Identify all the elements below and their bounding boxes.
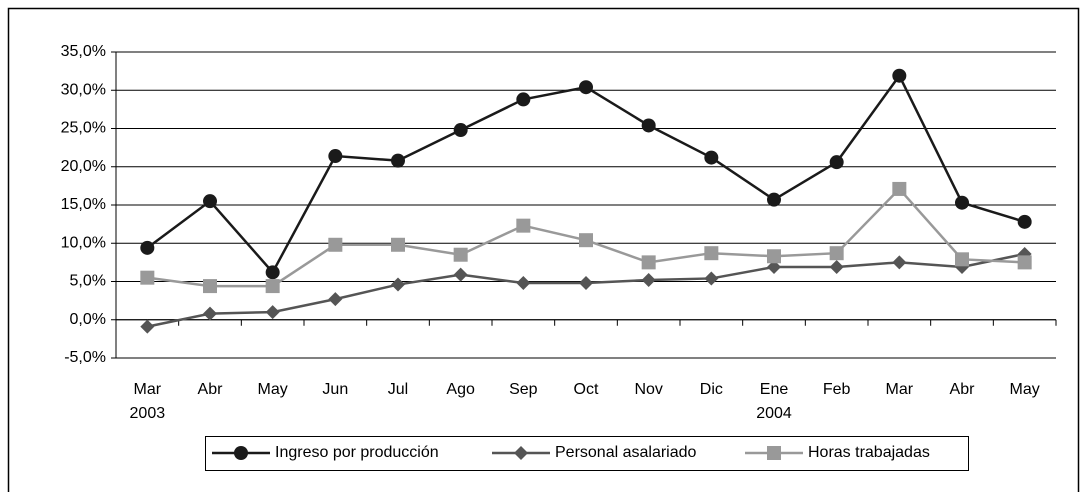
marker bbox=[767, 192, 781, 207]
marker bbox=[516, 92, 531, 107]
marker bbox=[391, 277, 405, 292]
marker bbox=[767, 259, 781, 274]
marker bbox=[140, 270, 155, 285]
marker bbox=[328, 292, 343, 307]
marker bbox=[328, 149, 343, 164]
marker bbox=[704, 150, 719, 165]
marker bbox=[453, 123, 468, 138]
marker bbox=[453, 267, 468, 282]
x-tick-label: Ene bbox=[760, 381, 789, 398]
marker bbox=[453, 247, 468, 262]
legend-label: Horas trabajadas bbox=[808, 444, 930, 461]
legend-label: Ingreso por producción bbox=[275, 444, 439, 461]
x-tick-label: Jul bbox=[388, 381, 408, 398]
x-year-label: 2004 bbox=[756, 405, 792, 422]
marker bbox=[829, 246, 844, 261]
marker bbox=[641, 255, 656, 270]
y-tick-label: 15,0% bbox=[61, 196, 106, 213]
marker bbox=[829, 259, 844, 274]
marker bbox=[704, 246, 719, 261]
legend-box bbox=[205, 436, 969, 471]
marker bbox=[265, 279, 280, 294]
x-tick-label: May bbox=[1010, 381, 1040, 398]
marker bbox=[140, 319, 155, 334]
marker bbox=[579, 233, 593, 248]
marker bbox=[203, 279, 217, 294]
marker bbox=[516, 276, 531, 291]
x-tick-label: Feb bbox=[823, 381, 851, 398]
marker bbox=[234, 446, 248, 460]
marker bbox=[892, 68, 907, 83]
marker bbox=[203, 306, 217, 321]
marker bbox=[1017, 214, 1032, 229]
y-tick-label: 0,0% bbox=[70, 311, 106, 328]
y-tick-label: 5,0% bbox=[70, 273, 106, 290]
x-tick-label: Mar bbox=[886, 381, 914, 398]
marker bbox=[328, 237, 343, 252]
marker bbox=[140, 240, 155, 255]
x-tick-label: May bbox=[258, 381, 288, 398]
marker bbox=[1017, 255, 1032, 270]
marker bbox=[892, 181, 907, 196]
marker bbox=[516, 218, 531, 233]
legend-label: Personal asalariado bbox=[555, 444, 697, 461]
y-tick-label: 30,0% bbox=[61, 81, 106, 98]
x-tick-label: Abr bbox=[198, 381, 224, 398]
x-tick-label: Oct bbox=[574, 381, 599, 398]
marker bbox=[955, 195, 969, 210]
marker bbox=[641, 272, 656, 287]
y-tick-label: -5,0% bbox=[64, 349, 106, 366]
marker bbox=[514, 446, 528, 460]
marker bbox=[579, 80, 593, 95]
marker bbox=[641, 118, 656, 133]
y-tick-label: 10,0% bbox=[61, 234, 106, 251]
marker bbox=[579, 276, 593, 291]
marker bbox=[391, 237, 405, 252]
x-tick-label: Ago bbox=[446, 381, 475, 398]
x-year-label: 2003 bbox=[130, 405, 166, 422]
x-tick-label: Sep bbox=[509, 381, 538, 398]
marker bbox=[955, 252, 969, 267]
x-tick-label: Jun bbox=[322, 381, 348, 398]
marker bbox=[892, 255, 907, 270]
marker bbox=[391, 153, 405, 168]
x-tick-label: Nov bbox=[634, 381, 662, 398]
x-tick-label: Abr bbox=[950, 381, 976, 398]
marker bbox=[704, 271, 719, 286]
marker bbox=[767, 249, 781, 264]
y-tick-label: 35,0% bbox=[61, 43, 106, 60]
marker bbox=[829, 155, 844, 170]
y-tick-label: 20,0% bbox=[61, 158, 106, 175]
x-tick-label: Dic bbox=[700, 381, 723, 398]
marker bbox=[767, 446, 781, 460]
marker bbox=[265, 265, 280, 280]
y-tick-label: 25,0% bbox=[61, 120, 106, 137]
marker bbox=[265, 305, 280, 320]
marker bbox=[203, 194, 217, 209]
chart-border bbox=[7, 7, 1080, 492]
x-tick-label: Mar bbox=[134, 381, 162, 398]
